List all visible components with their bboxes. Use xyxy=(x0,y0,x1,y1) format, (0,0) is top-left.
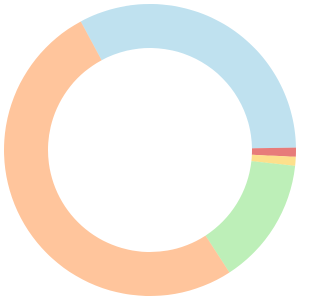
donut-segment xyxy=(251,154,296,166)
donut-segment xyxy=(80,4,296,149)
donut-segment xyxy=(205,161,296,273)
donut-segment xyxy=(4,21,230,296)
donut-segment xyxy=(251,147,296,157)
chart xyxy=(4,4,296,296)
